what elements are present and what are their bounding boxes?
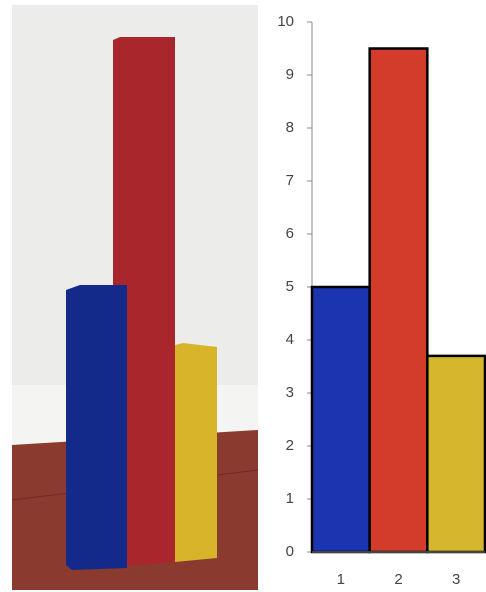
photo-blue-block xyxy=(66,285,127,570)
x-tick-label: 3 xyxy=(452,571,460,588)
y-tick-label: 1 xyxy=(286,490,294,507)
y-tick-label: 3 xyxy=(286,384,294,401)
bar xyxy=(310,285,371,554)
y-tick-label: 4 xyxy=(286,331,294,348)
y-tick-label: 5 xyxy=(286,278,294,295)
y-tick-label: 6 xyxy=(286,225,294,242)
x-tick-label: 2 xyxy=(394,571,402,588)
y-tick-label: 7 xyxy=(286,172,294,189)
y-tick-label: 10 xyxy=(277,13,294,30)
y-tick-label: 0 xyxy=(286,543,294,560)
photo-red-block xyxy=(113,37,175,566)
photo xyxy=(11,5,259,590)
x-tick-label: 1 xyxy=(337,571,345,588)
y-tick-label: 9 xyxy=(286,66,294,83)
chart: 0 1 2 3 4 5 6 7 8 9 10 1 2 3 xyxy=(277,13,486,588)
y-tick-label: 2 xyxy=(286,437,294,454)
bar xyxy=(426,354,486,554)
y-tick-label: 8 xyxy=(286,119,294,136)
bar xyxy=(368,47,429,554)
photo-yellow-block xyxy=(175,343,217,562)
